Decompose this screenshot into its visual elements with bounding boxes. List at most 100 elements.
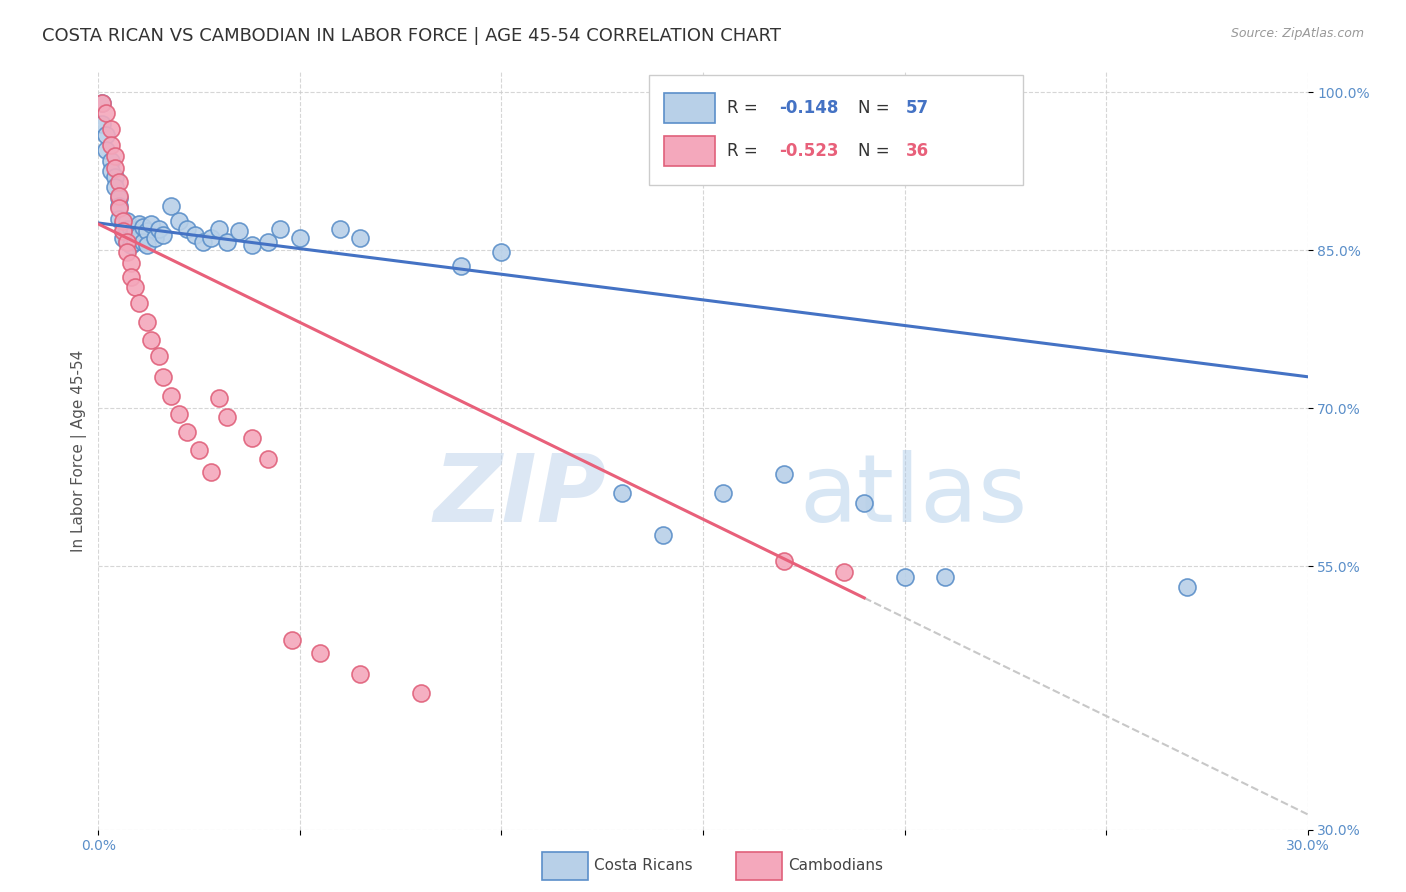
Point — [832, 565, 855, 579]
Text: 57: 57 — [905, 99, 929, 117]
Point — [96, 128, 118, 142]
Point — [612, 485, 634, 500]
Point — [167, 214, 190, 228]
Point — [139, 217, 162, 231]
Point — [115, 214, 138, 228]
Point — [124, 224, 146, 238]
Point — [160, 389, 183, 403]
Point — [193, 235, 215, 249]
Point — [148, 349, 170, 363]
Point — [188, 443, 211, 458]
Point — [349, 231, 371, 245]
Point — [160, 199, 183, 213]
Point — [281, 633, 304, 648]
Point — [240, 431, 263, 445]
Point — [651, 527, 673, 541]
Point — [217, 235, 239, 249]
Text: Costa Ricans: Costa Ricans — [595, 858, 693, 873]
Point — [167, 407, 190, 421]
Text: R =: R = — [727, 142, 763, 160]
Point — [269, 222, 291, 236]
Point — [309, 646, 332, 660]
Point — [91, 117, 114, 131]
Point — [135, 224, 157, 238]
Point — [135, 315, 157, 329]
Text: 36: 36 — [905, 142, 929, 160]
Point — [256, 235, 278, 249]
Point — [139, 333, 162, 347]
Point — [288, 231, 311, 245]
Point — [349, 666, 371, 681]
Point — [120, 231, 142, 245]
Text: ZIP: ZIP — [433, 450, 606, 542]
Point — [115, 222, 138, 236]
Point — [91, 95, 114, 110]
Y-axis label: In Labor Force | Age 45-54: In Labor Force | Age 45-54 — [72, 350, 87, 551]
Point — [772, 467, 794, 481]
Point — [491, 245, 513, 260]
Text: -0.523: -0.523 — [779, 142, 838, 160]
Text: N =: N = — [858, 99, 894, 117]
Text: Source: ZipAtlas.com: Source: ZipAtlas.com — [1230, 27, 1364, 40]
Point — [132, 220, 155, 235]
Point — [120, 222, 142, 236]
FancyBboxPatch shape — [664, 136, 716, 166]
Point — [135, 238, 157, 252]
Point — [772, 554, 794, 568]
Point — [132, 235, 155, 249]
Point — [120, 269, 142, 284]
Point — [111, 214, 134, 228]
Point — [103, 161, 125, 176]
FancyBboxPatch shape — [664, 93, 716, 123]
Point — [208, 222, 231, 236]
Point — [409, 686, 432, 700]
Point — [217, 409, 239, 424]
Point — [111, 224, 134, 238]
FancyBboxPatch shape — [735, 853, 782, 880]
Point — [124, 280, 146, 294]
Point — [107, 211, 129, 226]
Point — [100, 164, 122, 178]
Point — [152, 227, 174, 242]
Point — [329, 222, 352, 236]
Point — [103, 180, 125, 194]
Point — [91, 95, 114, 110]
Point — [128, 217, 150, 231]
Point — [711, 485, 734, 500]
Point — [200, 231, 222, 245]
Point — [107, 201, 129, 215]
Point — [115, 235, 138, 249]
Point — [143, 231, 166, 245]
Point — [115, 245, 138, 260]
Point — [120, 238, 142, 252]
Point — [107, 188, 129, 202]
Point — [100, 122, 122, 136]
Text: R =: R = — [727, 99, 763, 117]
Point — [934, 570, 956, 584]
Point — [893, 570, 915, 584]
Point — [107, 175, 129, 189]
Point — [200, 465, 222, 479]
Point — [152, 369, 174, 384]
Point — [240, 238, 263, 252]
Point — [115, 235, 138, 249]
Point — [228, 224, 250, 238]
FancyBboxPatch shape — [543, 853, 588, 880]
Point — [176, 425, 198, 439]
Point — [176, 222, 198, 236]
Point — [100, 138, 122, 153]
Point — [184, 227, 207, 242]
Point — [120, 256, 142, 270]
Text: N =: N = — [858, 142, 894, 160]
Point — [107, 191, 129, 205]
Point — [100, 153, 122, 168]
Point — [450, 259, 472, 273]
Text: COSTA RICAN VS CAMBODIAN IN LABOR FORCE | AGE 45-54 CORRELATION CHART: COSTA RICAN VS CAMBODIAN IN LABOR FORCE … — [42, 27, 782, 45]
Point — [103, 169, 125, 184]
Point — [103, 148, 125, 162]
Point — [148, 222, 170, 236]
FancyBboxPatch shape — [648, 75, 1024, 186]
Point — [111, 231, 134, 245]
Point — [96, 106, 118, 120]
Text: Cambodians: Cambodians — [787, 858, 883, 873]
